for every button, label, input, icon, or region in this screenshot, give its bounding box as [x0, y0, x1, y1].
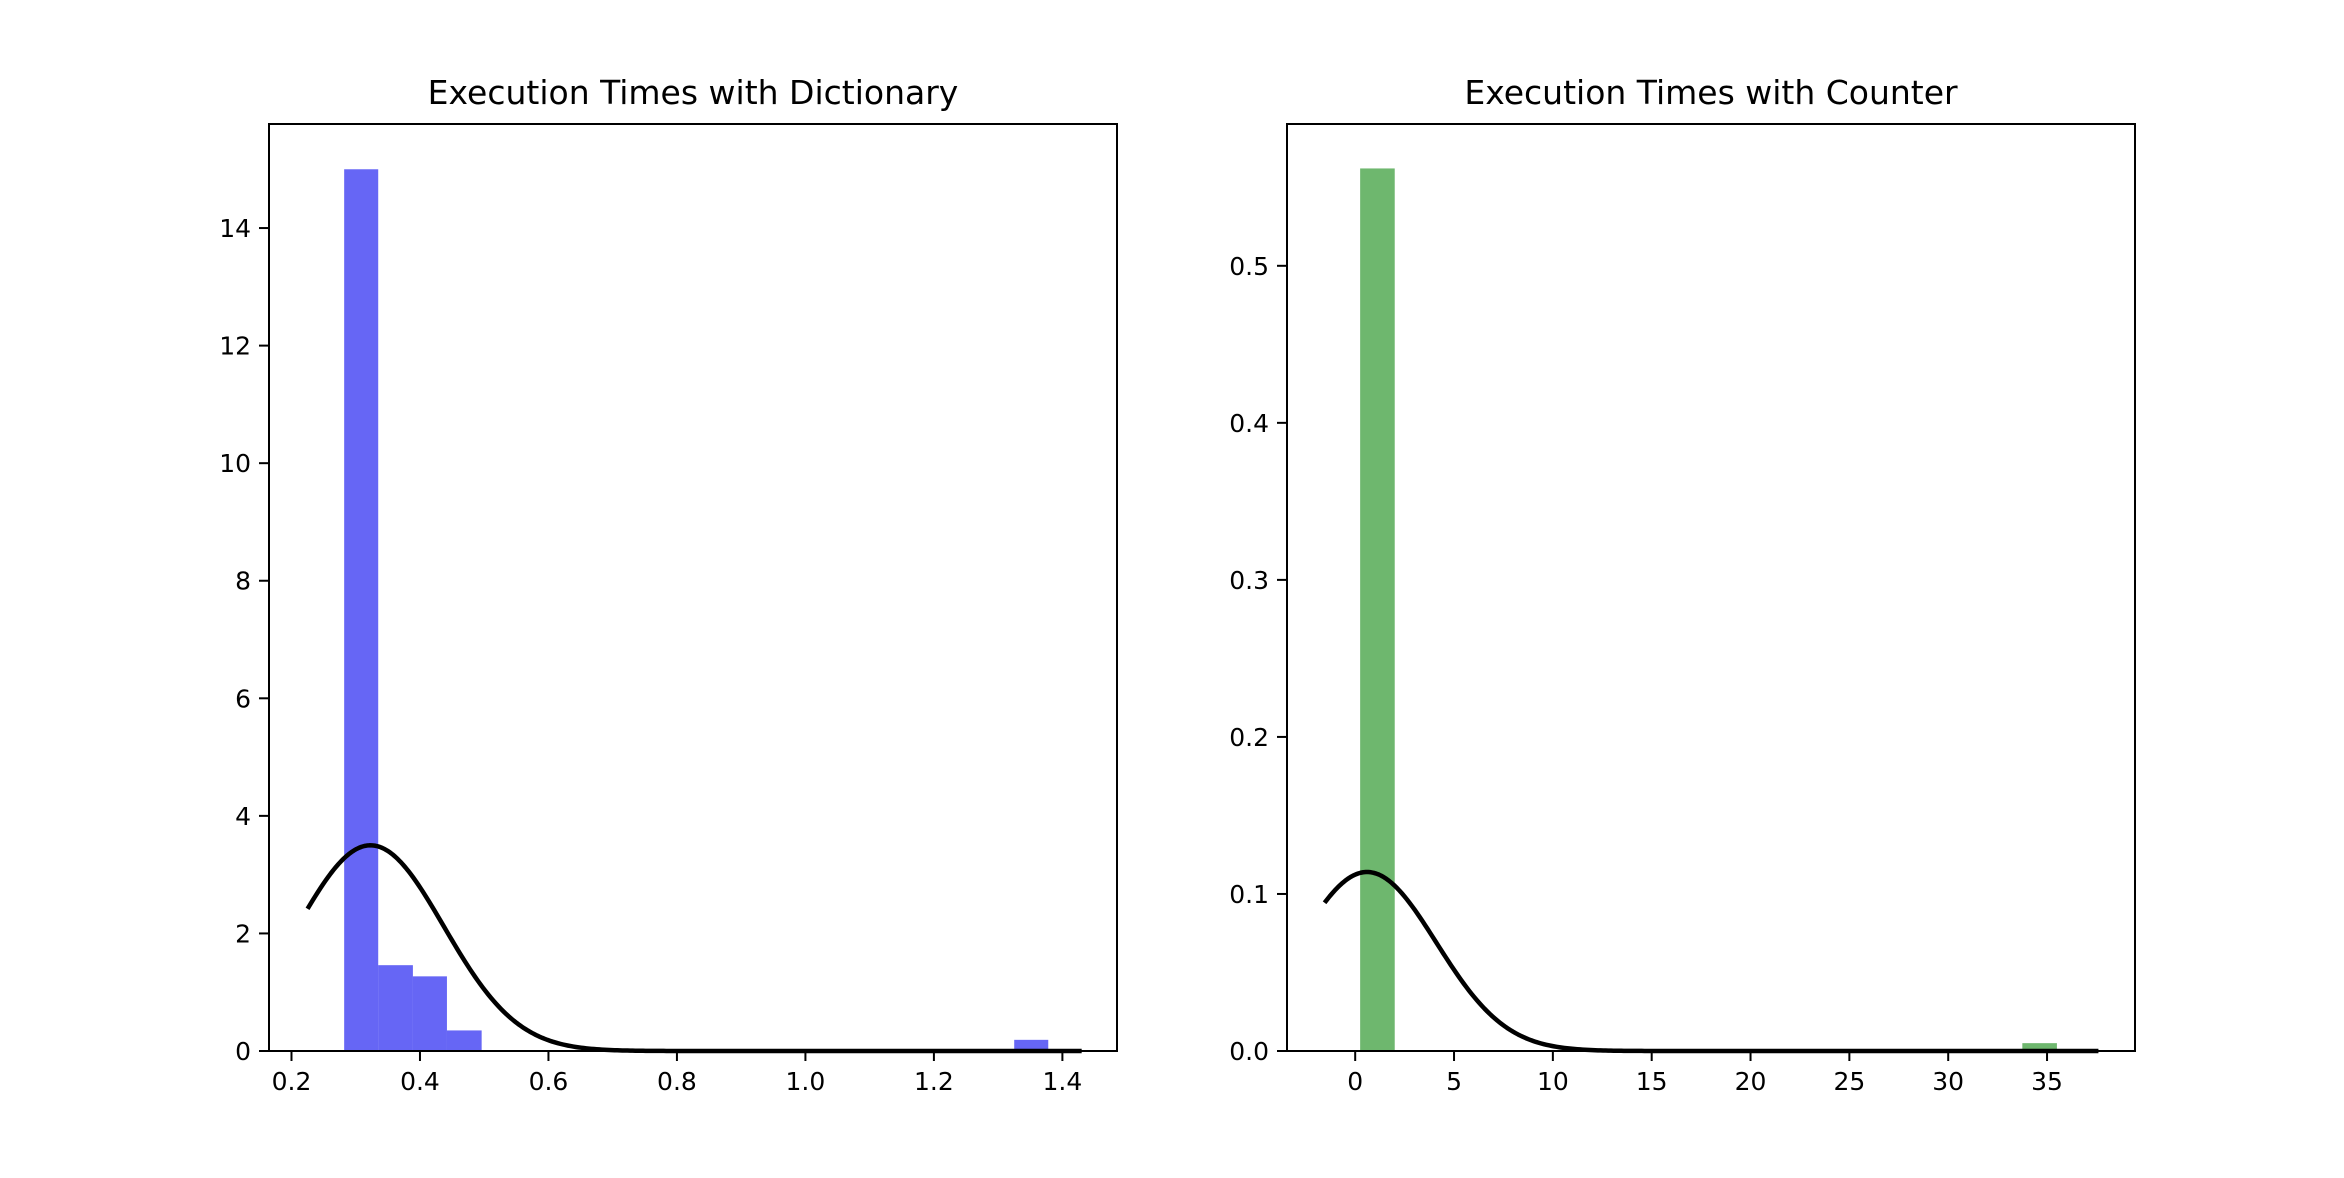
dictionary-x-axis: 0.2 0.4 0.6 0.8 1.0 1.2 1.4 — [272, 1051, 1083, 1096]
dictionary-y-tick-label: 10 — [219, 449, 251, 478]
counter-x-tick-label: 20 — [1735, 1067, 1767, 1096]
counter-x-axis: 0 5 10 15 20 25 30 35 — [1347, 1051, 2063, 1096]
counter-x-tick-label: 30 — [1932, 1067, 1964, 1096]
dictionary-y-axis: 0 2 4 6 8 10 12 14 — [219, 214, 269, 1066]
dictionary-histogram-panel: 0.2 0.4 0.6 0.8 1.0 1.2 1.4 0 2 4 6 8 10 12 14 Execut… — [219, 73, 1118, 1096]
dictionary-bar — [344, 169, 379, 1052]
counter-x-tick-label: 15 — [1636, 1067, 1668, 1096]
dictionary-bar — [378, 965, 413, 1051]
dictionary-y-tick-label: 8 — [235, 567, 251, 596]
dictionary-bars — [344, 169, 1049, 1052]
dictionary-bar — [412, 976, 447, 1051]
counter-y-tick-label: 0.3 — [1229, 566, 1269, 595]
counter-x-tick-label: 25 — [1833, 1067, 1865, 1096]
dictionary-y-tick-label: 0 — [235, 1037, 251, 1066]
counter-y-tick-label: 0.1 — [1229, 880, 1269, 909]
dictionary-x-tick-label: 0.4 — [400, 1067, 440, 1096]
counter-x-tick-label: 5 — [1446, 1067, 1462, 1096]
counter-x-tick-label: 0 — [1347, 1067, 1363, 1096]
dictionary-x-tick-label: 0.6 — [529, 1067, 569, 1096]
counter-axes-frame — [1286, 123, 2136, 1052]
dictionary-y-tick-label: 2 — [235, 919, 251, 948]
counter-y-tick-label: 0.4 — [1229, 409, 1269, 438]
counter-bar — [1360, 168, 1395, 1051]
counter-x-tick-label: 10 — [1537, 1067, 1569, 1096]
dictionary-x-tick-label: 0.8 — [657, 1067, 697, 1096]
dictionary-x-tick-label: 1.0 — [786, 1067, 826, 1096]
counter-x-tick-label: 35 — [2031, 1067, 2063, 1096]
dictionary-bar — [1014, 1039, 1049, 1051]
dictionary-x-tick-label: 1.2 — [914, 1067, 954, 1096]
counter-y-tick-label: 0.2 — [1229, 723, 1269, 752]
dictionary-x-tick-label: 0.2 — [272, 1067, 312, 1096]
counter-chart-title: Execution Times with Counter — [1464, 73, 1958, 112]
counter-y-axis: 0.0 0.1 0.2 0.3 0.4 0.5 — [1229, 252, 1287, 1066]
counter-histogram-panel: 0 5 10 15 20 25 30 35 0.0 0.1 0.2 0.3 0.4 0.5 Execut… — [1229, 73, 2136, 1096]
counter-bars — [1360, 168, 2057, 1051]
dictionary-bar — [446, 1030, 482, 1051]
counter-density-curve — [1322, 869, 2099, 1054]
dictionary-y-tick-label: 12 — [219, 332, 251, 361]
dictionary-y-tick-label: 14 — [219, 214, 251, 243]
counter-bar — [2022, 1043, 2057, 1051]
counter-y-tick-label: 0.5 — [1229, 252, 1269, 281]
dictionary-chart-title: Execution Times with Dictionary — [428, 73, 959, 112]
counter-y-tick-label: 0.0 — [1229, 1037, 1269, 1066]
dictionary-y-tick-label: 4 — [235, 802, 251, 831]
dictionary-axes-frame — [268, 123, 1118, 1052]
dictionary-y-tick-label: 6 — [235, 684, 251, 713]
dictionary-x-tick-label: 1.4 — [1043, 1067, 1083, 1096]
